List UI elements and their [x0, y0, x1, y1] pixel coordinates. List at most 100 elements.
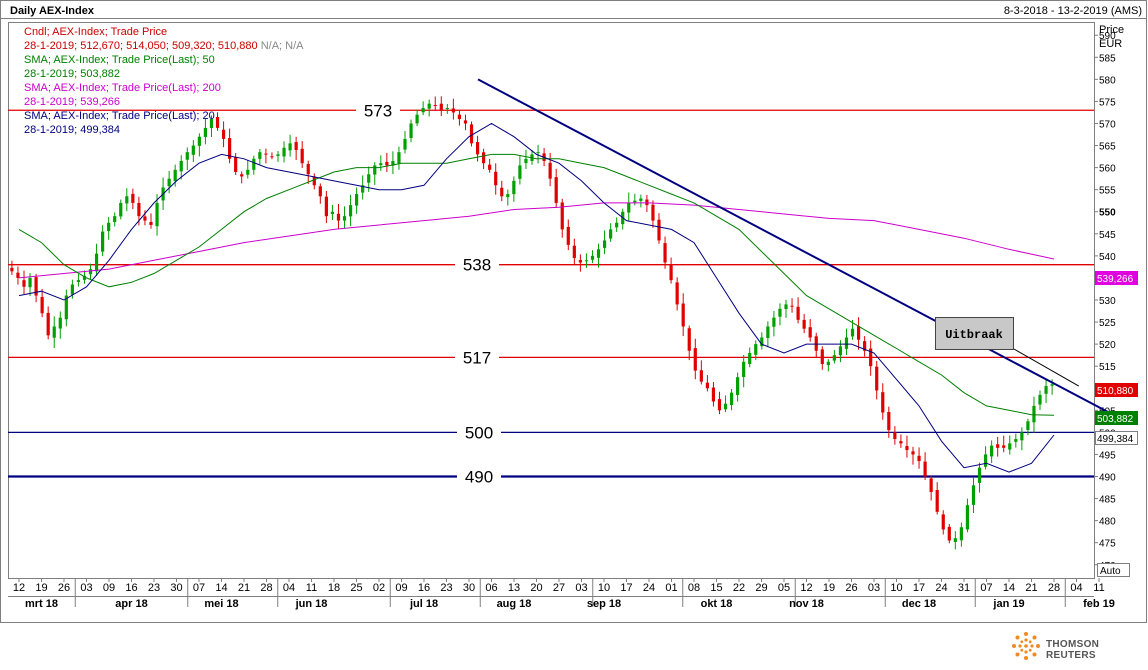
candle-body [639, 198, 643, 201]
x-tick-label: 05 [778, 582, 790, 594]
candle-body [1014, 439, 1018, 442]
candle-body [361, 185, 365, 193]
month-label: apr 18 [115, 598, 147, 610]
auto-label: Auto [1100, 566, 1121, 577]
candle-body [941, 514, 945, 530]
level-label: 500 [465, 423, 493, 442]
candle-body [191, 145, 195, 155]
y-axis: PriceEUR47047548048549049550050551051552… [1094, 24, 1124, 572]
sma20-line [18, 122, 1055, 473]
price-tag-label: 510,880 [1097, 386, 1134, 397]
candle-body [64, 295, 68, 320]
legend-entry: 28-1-2019; 539,266 [24, 96, 120, 108]
levels: 573 538 517 500 490 [8, 100, 1094, 487]
candle-body [427, 103, 431, 109]
y-tick-label: 550 [1099, 208, 1116, 219]
candle-body [893, 432, 897, 439]
x-tick-label: 21 [1025, 582, 1037, 594]
x-tick-label: 10 [598, 582, 610, 594]
candle-body [512, 180, 516, 195]
y-tick-label: 575 [1099, 97, 1116, 108]
y-tick-label: 580 [1099, 75, 1116, 86]
candle-body [929, 478, 933, 492]
candle-body [34, 277, 38, 296]
candle-body [645, 199, 649, 206]
candle-body [143, 216, 147, 221]
candle-body [494, 171, 498, 186]
candle-body [10, 267, 14, 272]
candle-body [22, 280, 26, 287]
candle-body [70, 284, 74, 295]
x-tick-label: 03 [868, 582, 880, 594]
x-tick-label: 20 [530, 582, 542, 594]
legend-suffix: N/A; N/A [258, 40, 305, 52]
candle-body [609, 229, 613, 239]
candle-body [627, 202, 631, 213]
x-tick-label: 23 [440, 582, 452, 594]
candle-body [433, 105, 437, 107]
x-tick-label: 29 [755, 582, 767, 594]
candle-body [935, 489, 939, 512]
candle-body [717, 399, 722, 411]
candle-body [355, 194, 359, 206]
annotation-pointer [1013, 348, 1079, 387]
candle-body [324, 196, 328, 217]
y-tick-label: 570 [1099, 119, 1116, 130]
candle-body [209, 119, 214, 129]
candle-body [657, 219, 661, 241]
reuters-dot-logo-icon [1012, 632, 1040, 660]
candle-body [397, 152, 401, 164]
x-tick-label: 15 [710, 582, 722, 594]
candle-body [197, 136, 201, 146]
candle-body [288, 143, 292, 151]
outer-frame [0, 0, 1147, 623]
x-tick-label: 07 [980, 582, 992, 594]
candle-body [119, 202, 123, 217]
candle-body [602, 240, 607, 248]
x-tick-label: 26 [845, 582, 857, 594]
price-tag-label: 503,882 [1097, 414, 1134, 425]
x-tick-label: 27 [553, 582, 565, 594]
candle-body [107, 222, 111, 232]
month-label: mrt 18 [25, 598, 58, 610]
price-tag-label: 499,384 [1097, 434, 1134, 445]
candle-body [221, 129, 226, 139]
month-label: nov 18 [789, 598, 824, 610]
candle-body [318, 186, 322, 197]
month-label: okt 18 [701, 598, 733, 610]
x-tick-label: 25 [350, 582, 362, 594]
level-label: 490 [465, 468, 493, 487]
y-tick-label: 480 [1099, 517, 1116, 528]
candle-body [52, 326, 56, 338]
candle-body [282, 147, 286, 157]
x-tick-label: 24 [935, 582, 947, 594]
candle-body [911, 451, 915, 455]
x-tick-label: 09 [103, 582, 115, 594]
candle-body [802, 319, 806, 329]
level-label: 573 [364, 101, 392, 120]
price-tag-box [1095, 411, 1138, 425]
candle-body [977, 467, 982, 483]
level-label-bg [356, 100, 400, 121]
x-tick-label: 03 [80, 582, 92, 594]
candle-body [760, 337, 764, 347]
candle-body [488, 164, 492, 170]
candle-body [76, 280, 81, 282]
candle-body [252, 158, 256, 170]
candle-body [113, 216, 117, 222]
candle-body [729, 392, 734, 406]
candle-body [276, 154, 280, 156]
candle-body [451, 108, 455, 113]
legend-entry: SMA; AEX-Index; Trade Price(Last); 200 [24, 82, 221, 94]
x-tick-label: 03 [575, 582, 587, 594]
candle-body [875, 366, 879, 391]
sma200-line [18, 202, 1055, 279]
x-tick-label: 04 [1070, 582, 1082, 594]
candle-body [28, 277, 32, 288]
candle-body [965, 505, 970, 530]
x-tick-label: 08 [688, 582, 700, 594]
candle-body [167, 178, 171, 187]
candle-body [373, 165, 377, 175]
candle-body [155, 202, 159, 227]
